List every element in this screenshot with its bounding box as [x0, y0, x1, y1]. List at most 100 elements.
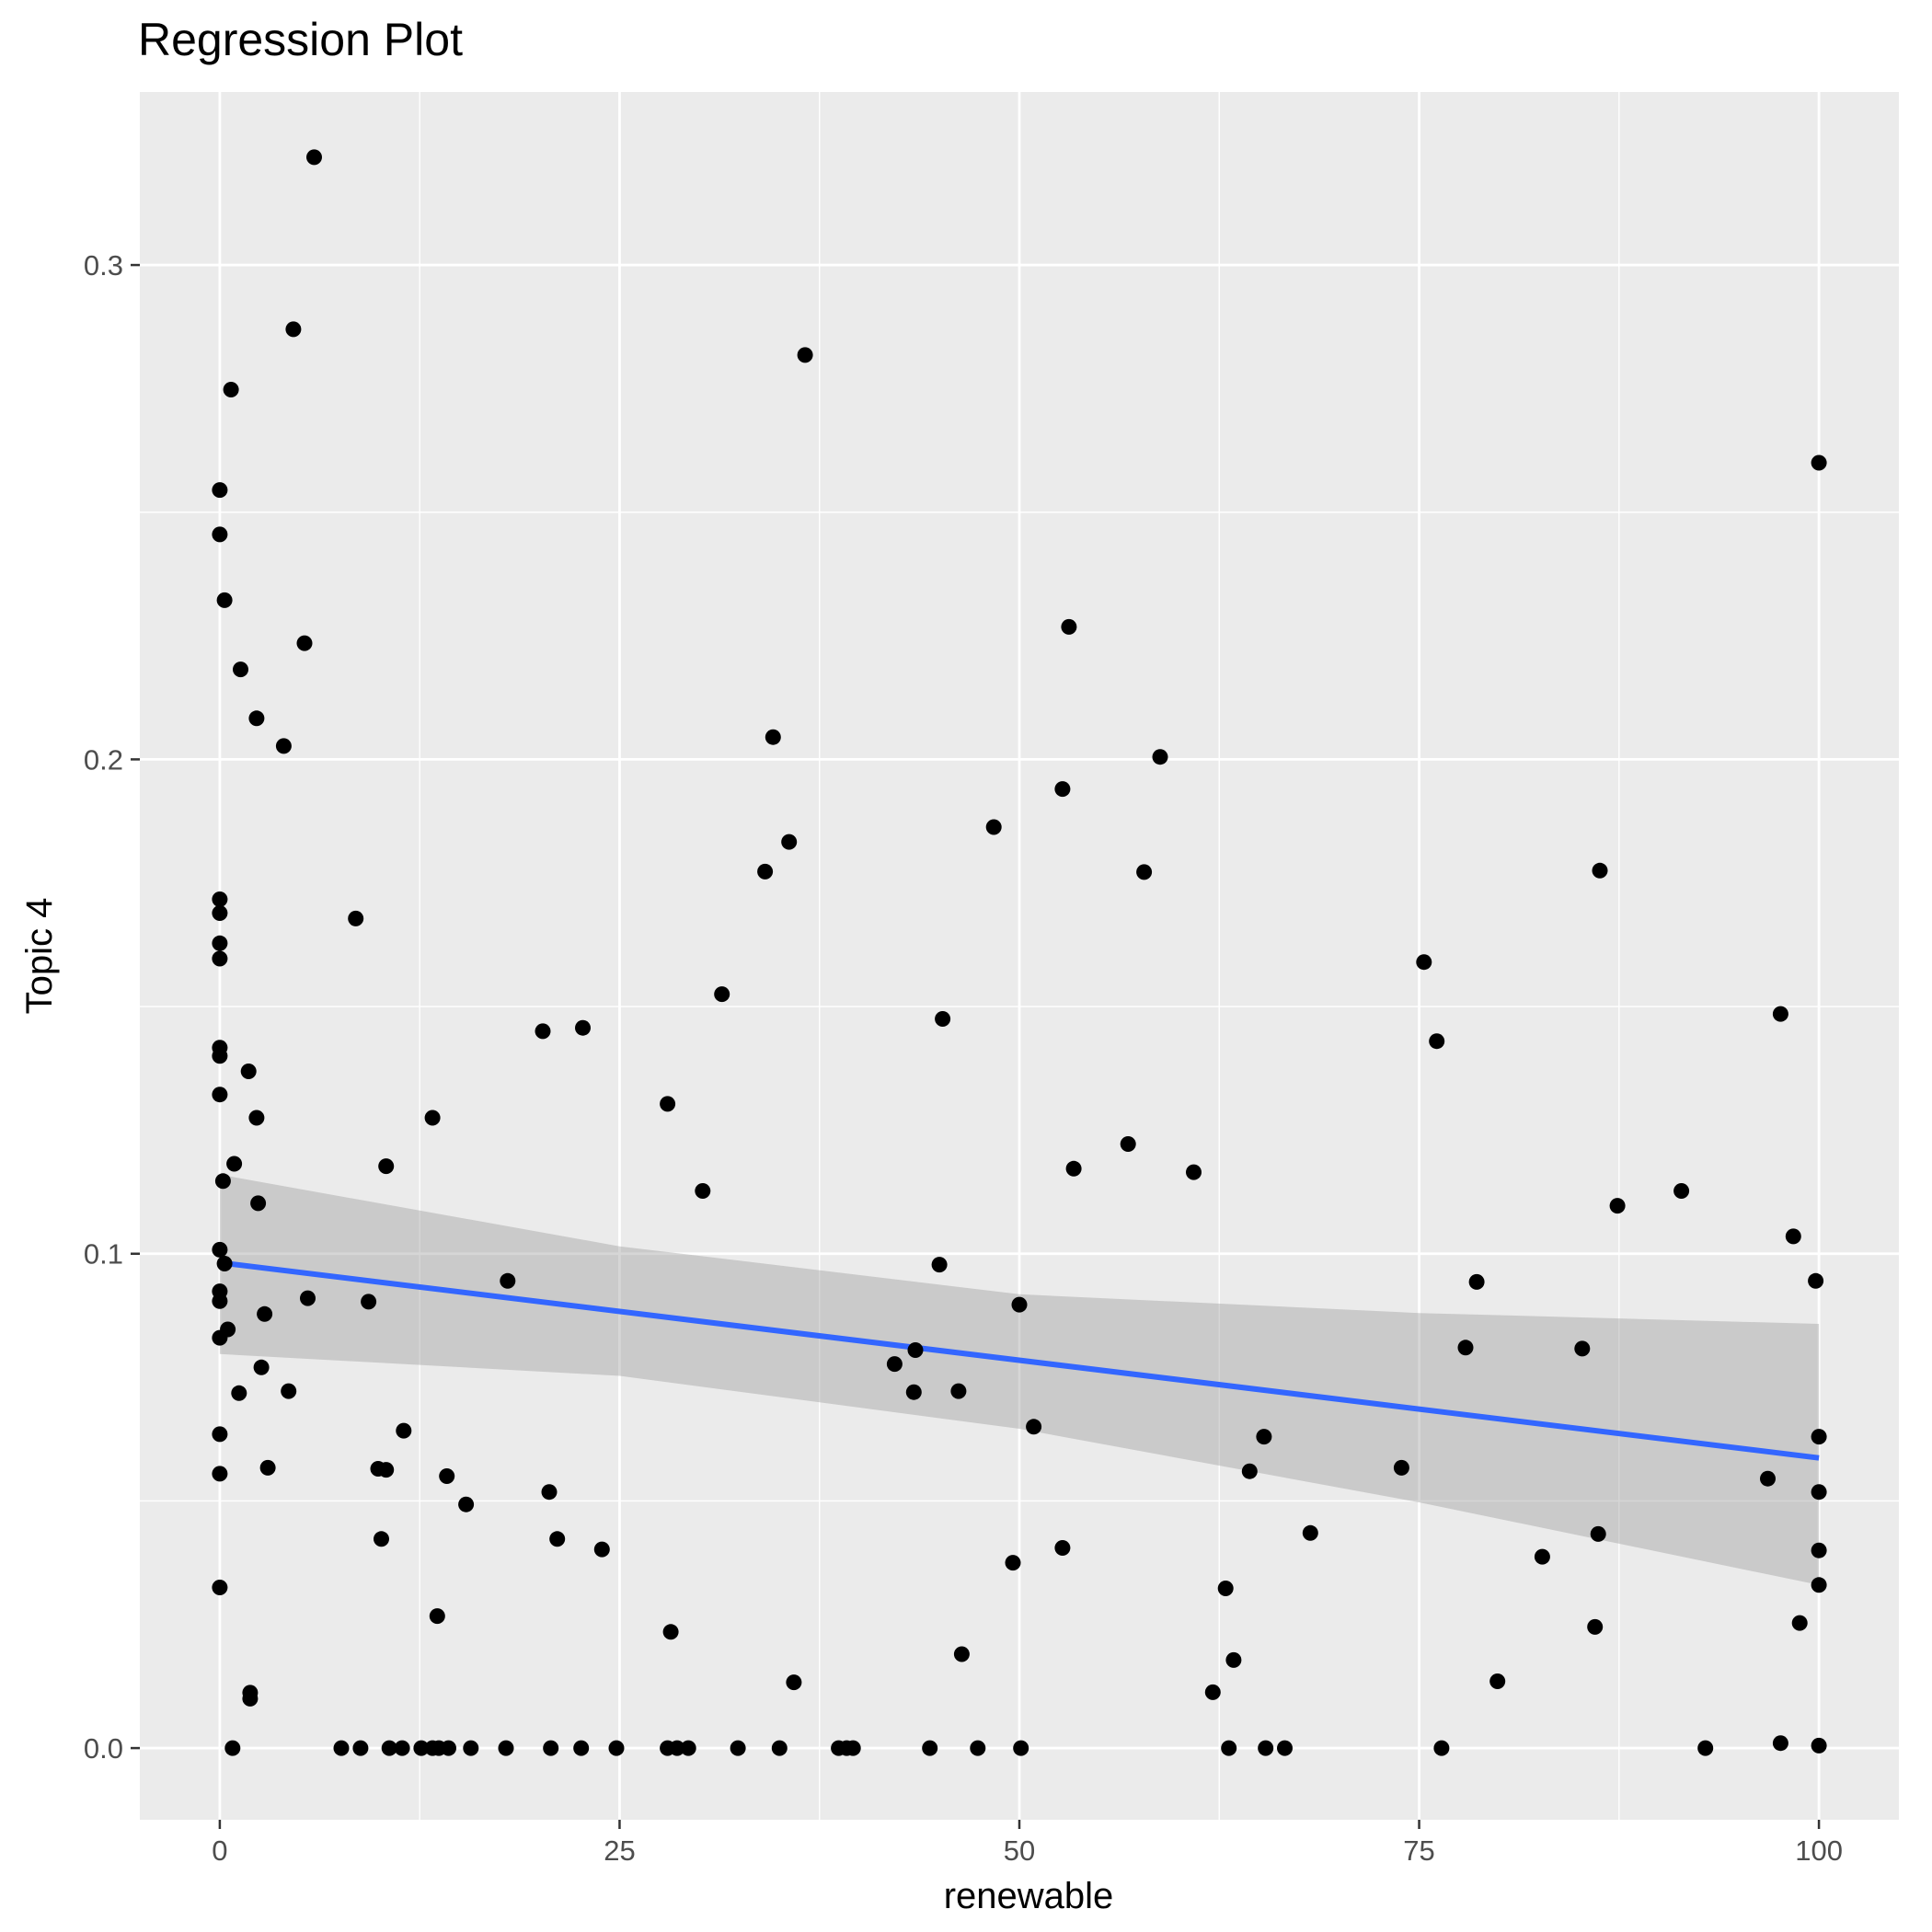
data-point — [1574, 1340, 1591, 1357]
data-point — [381, 1740, 397, 1756]
data-point — [695, 1183, 711, 1199]
data-point — [970, 1740, 986, 1756]
data-point — [757, 863, 774, 880]
data-point — [212, 482, 228, 499]
data-point — [985, 819, 1002, 835]
data-point — [1416, 954, 1432, 971]
y-axis: 0.0 0.1 0.2 0.3 — [84, 249, 140, 1765]
x-axis-title: renewable — [944, 1876, 1114, 1916]
data-point — [935, 1011, 951, 1027]
x-tick-label: 50 — [1004, 1834, 1035, 1867]
y-tick-label: 0.2 — [84, 743, 123, 776]
data-point — [348, 910, 364, 926]
data-point — [1760, 1470, 1776, 1487]
data-point — [608, 1740, 625, 1756]
data-point — [498, 1740, 514, 1756]
data-point — [439, 1468, 455, 1484]
data-point — [1791, 1615, 1808, 1631]
data-point — [1241, 1463, 1258, 1479]
data-point — [905, 1384, 922, 1400]
data-point — [396, 1422, 412, 1439]
data-point — [922, 1740, 938, 1756]
data-point — [212, 526, 228, 543]
data-point — [1811, 1542, 1827, 1558]
data-point — [886, 1356, 903, 1373]
chart-title: Regression Plot — [138, 14, 463, 65]
data-point — [549, 1531, 566, 1547]
fit-line-layer — [219, 1259, 1820, 1461]
data-point — [950, 1383, 967, 1399]
data-point — [212, 935, 228, 951]
data-point — [765, 729, 781, 745]
data-point — [220, 1321, 236, 1338]
data-point — [458, 1496, 475, 1512]
data-point — [1590, 1525, 1606, 1542]
data-point — [212, 1466, 228, 1482]
confidence-band — [219, 1174, 1820, 1585]
data-point — [1152, 749, 1168, 765]
data-point — [275, 738, 292, 754]
data-point — [593, 1541, 610, 1558]
data-point — [1592, 862, 1608, 879]
data-point — [259, 1459, 276, 1476]
data-point — [1217, 1581, 1234, 1596]
data-point — [1811, 1429, 1827, 1445]
data-point — [1811, 1737, 1827, 1754]
data-point — [535, 1023, 551, 1040]
data-point — [1433, 1740, 1450, 1756]
data-point — [429, 1608, 445, 1625]
data-point — [1204, 1684, 1221, 1700]
data-point — [333, 1740, 350, 1756]
data-point — [1808, 1272, 1824, 1289]
data-point — [285, 321, 302, 338]
data-point — [1136, 864, 1153, 880]
x-tick-label: 25 — [604, 1834, 635, 1867]
data-point — [730, 1740, 746, 1756]
data-point — [1772, 1735, 1788, 1752]
data-points — [212, 149, 1827, 1756]
data-point — [1811, 454, 1827, 471]
data-point — [662, 1624, 679, 1640]
data-point — [1054, 781, 1071, 798]
data-point — [541, 1484, 558, 1501]
data-point — [216, 592, 233, 608]
data-point — [212, 891, 228, 907]
data-point — [953, 1646, 970, 1662]
data-point — [1587, 1618, 1604, 1635]
data-point — [212, 1241, 228, 1258]
data-point — [374, 1531, 389, 1547]
y-tick-label: 0.3 — [84, 249, 123, 282]
data-point — [212, 1426, 228, 1443]
y-axis-title: Topic 4 — [19, 898, 60, 1015]
data-point — [1302, 1524, 1318, 1541]
data-point — [1026, 1419, 1042, 1435]
data-point — [1011, 1296, 1028, 1313]
data-point — [253, 1359, 270, 1375]
data-point — [1256, 1429, 1272, 1445]
data-point — [1005, 1555, 1021, 1571]
data-point — [378, 1158, 395, 1175]
data-point — [1054, 1540, 1071, 1556]
data-point — [212, 1293, 228, 1309]
data-point — [786, 1674, 802, 1691]
data-point — [1013, 1740, 1029, 1756]
x-tick-label: 75 — [1403, 1834, 1434, 1867]
confidence-band-layer — [219, 1174, 1820, 1585]
data-point — [212, 1048, 228, 1064]
data-point — [1186, 1164, 1202, 1180]
data-point — [352, 1740, 369, 1756]
data-point — [1457, 1340, 1474, 1356]
data-point — [573, 1740, 590, 1756]
data-point — [1225, 1651, 1242, 1668]
data-point — [1429, 1033, 1445, 1050]
x-tick-label: 100 — [1795, 1834, 1843, 1867]
data-point — [1221, 1740, 1237, 1756]
data-point — [378, 1462, 395, 1478]
data-point — [1120, 1136, 1136, 1152]
data-point — [248, 710, 265, 727]
data-point — [248, 1110, 265, 1126]
data-point — [1258, 1740, 1274, 1756]
data-point — [575, 1019, 591, 1036]
x-axis: 0 25 50 75 100 — [212, 1820, 1843, 1867]
data-point — [394, 1740, 410, 1756]
